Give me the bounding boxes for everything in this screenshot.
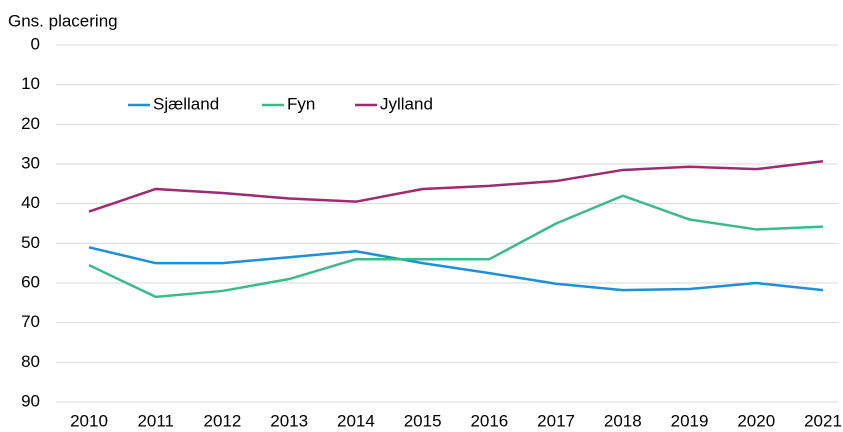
y-tick-label: 80 [21, 352, 40, 371]
series-line [88, 159, 824, 213]
x-tick-label: 2021 [804, 411, 842, 430]
y-tick-label: 0 [31, 34, 40, 53]
x-tick-label: 2018 [604, 411, 642, 430]
x-tick-label: 2011 [137, 411, 174, 430]
x-tick-label: 2014 [337, 411, 375, 430]
x-tick-label: 2012 [204, 411, 242, 430]
x-tick-label: 2016 [470, 411, 508, 430]
legend-label: Sjælland [153, 94, 219, 113]
x-tick-label: 2013 [270, 411, 308, 430]
x-tick-label: 2010 [70, 411, 108, 430]
y-tick-label: 30 [21, 153, 40, 172]
y-axis-label: Gns. placering [8, 11, 118, 30]
y-tick-label: 50 [21, 233, 40, 252]
series-line [88, 246, 824, 292]
x-tick-label: 2020 [737, 411, 775, 430]
y-tick-label: 20 [21, 114, 40, 133]
x-tick-label: 2019 [671, 411, 709, 430]
y-tick-label: 40 [21, 193, 40, 212]
series-line [88, 194, 824, 299]
legend-label: Jylland [380, 94, 433, 113]
legend-label: Fyn [287, 94, 315, 113]
y-tick-label: 70 [21, 312, 40, 331]
y-tick-label: 90 [21, 391, 40, 410]
x-tick-label: 2015 [404, 411, 442, 430]
y-tick-label: 10 [21, 74, 40, 93]
x-tick-label: 2017 [537, 411, 575, 430]
y-tick-label: 60 [21, 272, 40, 291]
